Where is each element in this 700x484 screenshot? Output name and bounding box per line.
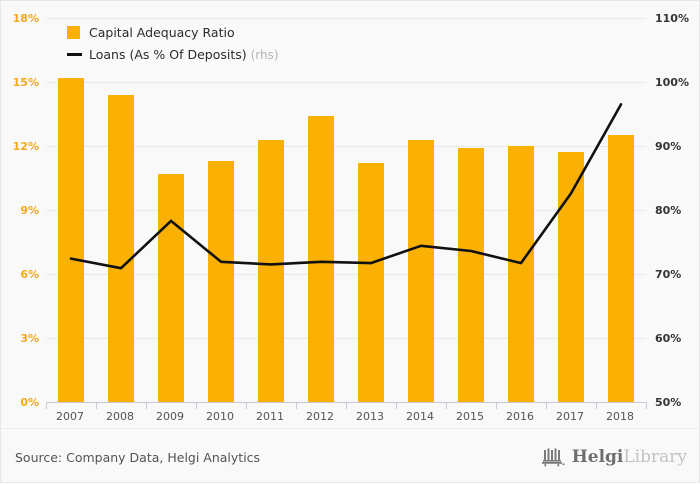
x-label-2017: 2017 — [556, 410, 584, 423]
bar-2018[interactable] — [608, 135, 634, 402]
library-building-icon — [541, 448, 565, 467]
bar-2015[interactable] — [458, 148, 484, 402]
x-tick — [646, 402, 647, 409]
x-tick — [396, 402, 397, 409]
x-tick — [96, 402, 97, 409]
left-axis-tick-9: 9% — [20, 204, 39, 217]
legend-label: Capital Adequacy Ratio — [89, 25, 235, 40]
right-axis-tick-90: 90% — [655, 140, 682, 153]
legend-item-loans-as-pct-of-deposits[interactable]: Loans (As % Of Deposits) (rhs) — [67, 45, 279, 64]
x-tick — [246, 402, 247, 409]
x-label-2014: 2014 — [406, 410, 434, 423]
bar-2012[interactable] — [308, 116, 334, 402]
x-label-2007: 2007 — [56, 410, 84, 423]
x-tick — [346, 402, 347, 409]
x-label-2018: 2018 — [606, 410, 634, 423]
x-tick — [146, 402, 147, 409]
right-axis-tick-100: 100% — [655, 76, 689, 89]
bar-2007[interactable] — [58, 77, 84, 402]
legend-swatch-icon — [67, 26, 80, 39]
x-label-2011: 2011 — [256, 410, 284, 423]
logo-secondary: Library — [623, 446, 687, 467]
x-label-2015: 2015 — [456, 410, 484, 423]
left-axis-tick-3: 3% — [20, 332, 39, 345]
left-axis-tick-15: 15% — [12, 76, 39, 89]
x-label-2010: 2010 — [206, 410, 234, 423]
right-axis-tick-70: 70% — [655, 268, 682, 281]
left-axis-tick-0: 0% — [20, 396, 39, 409]
legend-line-icon — [67, 53, 82, 56]
right-axis-tick-110: 110% — [655, 12, 689, 25]
logo-primary: Helgi — [571, 446, 624, 467]
x-label-2012: 2012 — [306, 410, 334, 423]
gridline — [46, 338, 646, 339]
right-axis-tick-50: 50% — [655, 396, 682, 409]
legend-label: Loans (As % Of Deposits) — [89, 47, 247, 62]
bar-2014[interactable] — [408, 139, 434, 402]
x-label-2009: 2009 — [156, 410, 184, 423]
gridline — [46, 82, 646, 83]
left-axis-tick-12: 12% — [12, 140, 39, 153]
x-tick — [46, 402, 47, 409]
bar-2009[interactable] — [158, 173, 184, 402]
footer-divider — [1, 428, 699, 429]
legend-rhs-note: (rhs) — [250, 47, 279, 62]
gridline — [46, 210, 646, 211]
plot-area — [46, 18, 646, 402]
left-axis-tick-6: 6% — [20, 268, 39, 281]
gridline — [46, 18, 646, 19]
helgi-library-logo[interactable]: HelgiLibrary — [541, 444, 687, 470]
x-tick — [196, 402, 197, 409]
gridline — [46, 274, 646, 275]
gridline — [46, 146, 646, 147]
left-axis-tick-18: 18% — [12, 12, 39, 25]
x-tick — [596, 402, 597, 409]
legend-item-capital-adequacy-ratio[interactable]: Capital Adequacy Ratio — [67, 23, 279, 42]
bar-2010[interactable] — [208, 160, 234, 402]
chart-legend: Capital Adequacy Ratio Loans (As % Of De… — [67, 23, 279, 67]
x-tick — [446, 402, 447, 409]
x-label-2008: 2008 — [106, 410, 134, 423]
x-tick — [296, 402, 297, 409]
x-label-2016: 2016 — [506, 410, 534, 423]
bar-2013[interactable] — [358, 163, 384, 402]
source-note: Source: Company Data, Helgi Analytics — [15, 450, 261, 465]
bar-2008[interactable] — [108, 94, 134, 402]
right-axis-tick-60: 60% — [655, 332, 682, 345]
x-label-2013: 2013 — [356, 410, 384, 423]
bar-2016[interactable] — [508, 146, 534, 402]
right-axis-tick-80: 80% — [655, 204, 682, 217]
x-tick — [546, 402, 547, 409]
bar-2017[interactable] — [558, 152, 584, 402]
bar-2011[interactable] — [258, 139, 284, 402]
logo-text: HelgiLibrary — [571, 446, 687, 467]
x-tick — [496, 402, 497, 409]
